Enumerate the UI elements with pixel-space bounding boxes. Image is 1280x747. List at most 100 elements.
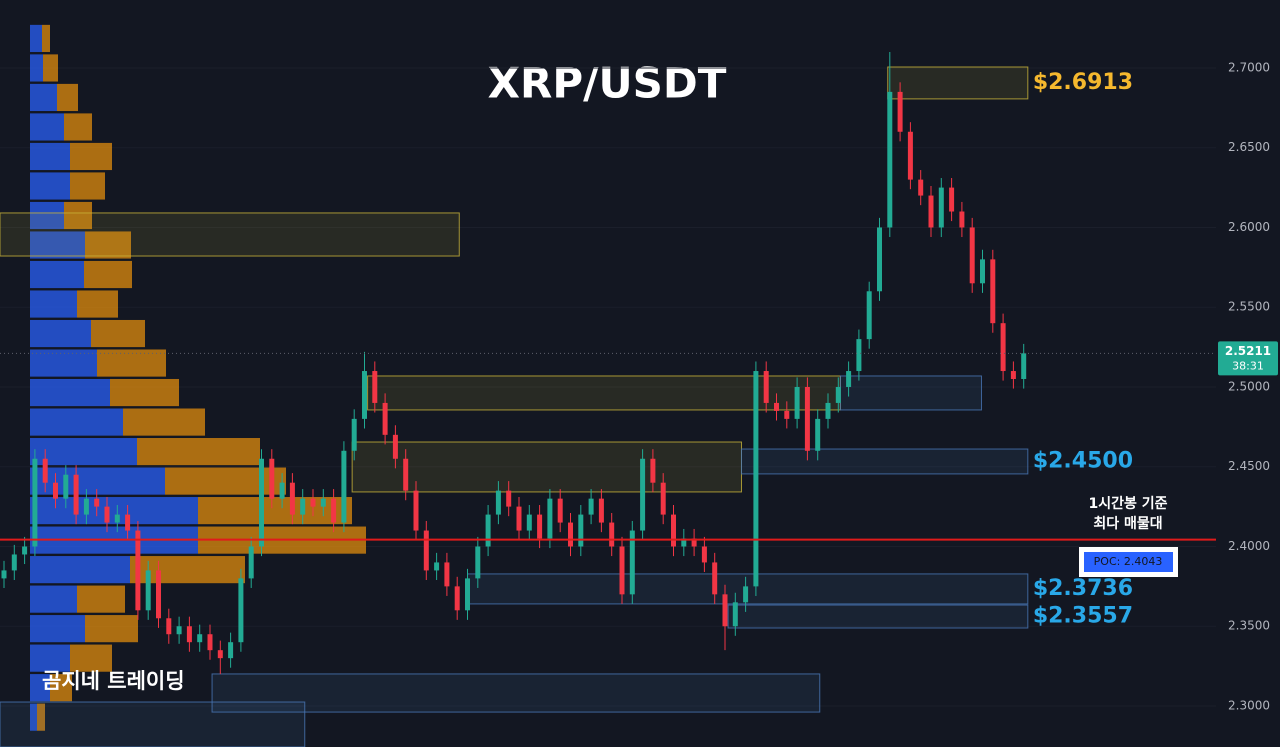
profile-sell — [70, 142, 112, 171]
candle-body — [197, 634, 203, 643]
profile-buy — [30, 349, 97, 377]
profile-sell — [123, 408, 205, 436]
candle-body — [701, 546, 707, 563]
zone — [887, 66, 1029, 100]
candle-body — [104, 506, 110, 523]
watermark: 곰지네 트레이딩 — [42, 669, 185, 693]
candle-body — [125, 514, 131, 531]
profile-buy — [30, 290, 77, 318]
candle-body — [557, 498, 563, 523]
candle-body — [629, 530, 635, 595]
candle-body — [32, 458, 38, 547]
zone — [839, 375, 982, 411]
profile-sell — [57, 83, 78, 112]
profile-buy — [30, 378, 110, 407]
candle-body — [660, 482, 666, 515]
candle-body — [259, 458, 264, 547]
candle-body — [176, 626, 182, 635]
candle-body — [392, 434, 398, 459]
profile-sell — [91, 319, 145, 348]
poc-label: POC: 2.4043 — [1094, 555, 1163, 568]
candle-body — [907, 131, 913, 180]
candle-body — [918, 179, 924, 196]
candle-body — [1, 570, 7, 579]
last-price-label: 2.5211 — [1225, 344, 1271, 358]
candle-body — [289, 482, 295, 515]
candle-body — [928, 195, 934, 228]
candle-body — [114, 514, 120, 523]
y-tick-label: 2.3000 — [1228, 699, 1270, 713]
candle-body — [434, 562, 440, 571]
profile-sell — [77, 290, 118, 318]
candle-body — [22, 546, 28, 555]
profile-buy — [30, 231, 85, 259]
profile-sell — [85, 615, 138, 643]
candle-body — [53, 482, 58, 499]
candle-body — [331, 498, 337, 523]
candle-body — [1021, 353, 1027, 380]
candle-body — [413, 490, 419, 531]
zone — [0, 701, 306, 747]
candle-body — [990, 259, 996, 324]
profile-sell — [77, 585, 125, 613]
zone-label: $2.6913 — [1033, 70, 1133, 95]
y-tick-label: 2.3500 — [1228, 619, 1270, 633]
candle-body — [547, 498, 553, 539]
candle-body — [763, 371, 769, 403]
candle-body — [794, 386, 800, 419]
zone-label: $2.3557 — [1033, 604, 1133, 629]
profile-sell — [70, 172, 105, 200]
candle-body — [300, 498, 306, 515]
candle-body — [722, 594, 728, 627]
candle-body — [526, 514, 532, 531]
y-tick-label: 2.4500 — [1228, 459, 1270, 473]
profile-buy — [30, 83, 57, 112]
candle-body — [804, 386, 810, 451]
y-tick-label: 2.5000 — [1228, 379, 1270, 393]
zone — [211, 673, 821, 713]
profile-sell — [85, 231, 131, 259]
profile-buy — [30, 556, 130, 584]
profile-sell — [37, 703, 45, 731]
profile-sell — [70, 644, 112, 672]
y-tick-label: 2.6000 — [1228, 220, 1270, 234]
candle-body — [228, 642, 234, 659]
candle-body — [784, 410, 790, 419]
candle-body — [248, 546, 254, 579]
profile-buy — [30, 467, 165, 495]
profile-buy — [30, 260, 84, 289]
candle-body — [63, 474, 69, 499]
candle-body — [83, 498, 89, 515]
candle-body — [186, 626, 192, 643]
candle-body — [691, 538, 697, 547]
countdown: 38:31 — [1232, 359, 1264, 372]
poc-note: 1시간봉 기준 — [1088, 495, 1167, 512]
candle-body — [145, 570, 151, 611]
candle-body — [454, 586, 460, 611]
y-tick-label: 2.5500 — [1228, 300, 1270, 314]
candle-body — [1010, 371, 1016, 380]
candle-body — [475, 546, 481, 579]
candle-body — [640, 458, 646, 531]
candle-body — [815, 418, 821, 451]
zone — [367, 375, 841, 411]
candle-body — [403, 458, 409, 491]
profile-sell — [64, 113, 92, 141]
candle-body — [423, 530, 429, 571]
profile-buy — [30, 172, 70, 200]
candle-body — [568, 522, 573, 547]
candle-body — [362, 371, 367, 419]
candle-body — [856, 339, 862, 372]
profile-buy — [30, 644, 70, 672]
candle-body — [743, 586, 749, 603]
candle-body — [94, 498, 100, 507]
candle-body — [825, 402, 831, 419]
candle-body — [980, 259, 985, 284]
candle-body — [887, 91, 893, 228]
profile-sell — [43, 54, 58, 82]
profile-sell — [84, 260, 132, 289]
candle-body — [671, 514, 676, 547]
candle-body — [949, 187, 955, 212]
candle-body — [279, 482, 285, 499]
y-tick-label: 2.4000 — [1228, 539, 1270, 553]
